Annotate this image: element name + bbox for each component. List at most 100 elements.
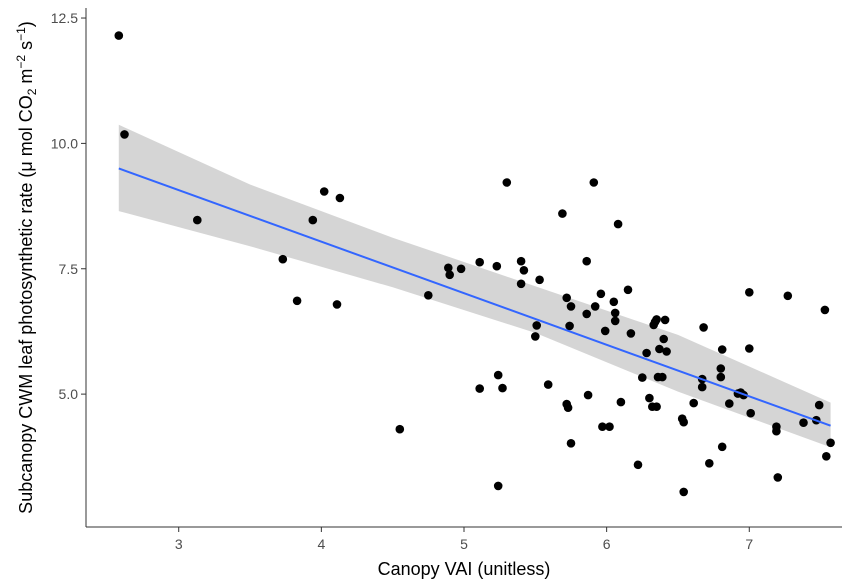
- points-layer: [114, 31, 835, 497]
- data-point: [308, 215, 318, 225]
- x-tick-label: 3: [175, 536, 183, 552]
- data-point: [717, 345, 727, 354]
- data-point: [662, 347, 671, 356]
- data-point: [699, 323, 708, 332]
- y-title-suffix: ): [16, 21, 36, 27]
- data-point: [626, 329, 636, 338]
- data-point: [716, 372, 726, 382]
- data-point: [120, 130, 129, 139]
- data-point: [114, 31, 124, 40]
- data-point: [772, 426, 781, 436]
- data-point: [826, 438, 835, 448]
- data-point: [645, 393, 654, 403]
- data-point: [652, 315, 661, 324]
- data-point: [658, 372, 667, 382]
- data-point: [745, 344, 754, 353]
- data-point: [689, 398, 698, 408]
- x-axis-title: Canopy VAI (unitless): [378, 559, 551, 579]
- data-point: [566, 439, 576, 448]
- data-point: [605, 422, 614, 432]
- data-point: [582, 309, 591, 319]
- data-point: [445, 270, 455, 280]
- data-point: [475, 384, 485, 393]
- y-title-mu: μ: [16, 161, 36, 171]
- y-tick-label: 10.0: [51, 135, 78, 151]
- data-point: [516, 279, 526, 289]
- y-axis-title: Subcanopy CWM leaf photosynthetic rate (…: [14, 21, 39, 514]
- data-point: [623, 285, 633, 295]
- data-point: [516, 256, 526, 266]
- data-point: [596, 289, 606, 299]
- data-point: [697, 382, 707, 392]
- regression-line: [118, 167, 831, 427]
- data-point: [638, 373, 647, 382]
- data-point: [532, 321, 541, 330]
- data-point: [660, 315, 670, 325]
- data-point: [679, 487, 688, 497]
- data-point: [563, 403, 573, 413]
- data-point: [565, 321, 574, 331]
- y-title-prefix: Subcanopy CWM leaf photosynthetic rate (: [16, 172, 36, 514]
- y-title-co2-sub: 2: [25, 88, 39, 95]
- data-point: [543, 380, 553, 389]
- data-point: [558, 209, 567, 218]
- fit-line-layer: [118, 167, 831, 427]
- data-point: [193, 215, 202, 225]
- y-title-s: s: [16, 41, 36, 55]
- data-point: [278, 254, 288, 264]
- ticks-layer: 3 4 5 6 7 5.0 7.5 10.0 12.5: [51, 10, 754, 552]
- data-point: [590, 302, 600, 311]
- data-point: [716, 364, 726, 373]
- y-tick-label: 5.0: [59, 386, 79, 402]
- data-point: [319, 187, 329, 196]
- data-point: [745, 288, 754, 297]
- data-point: [717, 442, 727, 452]
- data-point: [292, 296, 302, 306]
- x-tick-label: 7: [745, 536, 753, 552]
- data-point: [655, 344, 664, 354]
- data-point: [582, 256, 591, 266]
- data-point: [633, 460, 643, 470]
- data-point: [493, 370, 503, 380]
- data-point: [456, 264, 466, 274]
- data-point: [535, 275, 544, 285]
- data-point: [642, 348, 651, 358]
- data-point: [783, 291, 793, 301]
- data-point: [610, 308, 620, 318]
- data-point: [609, 297, 619, 307]
- y-title-s-sup: −1: [14, 27, 28, 41]
- data-point: [502, 178, 512, 187]
- x-tick-label: 6: [603, 536, 611, 552]
- y-tick-label: 12.5: [51, 10, 78, 26]
- x-tick-label: 4: [317, 536, 325, 552]
- data-point: [583, 390, 593, 400]
- y-title-m: m: [16, 69, 36, 89]
- data-point: [475, 257, 485, 267]
- data-point: [424, 291, 433, 300]
- data-point: [519, 266, 529, 275]
- data-point: [562, 293, 571, 303]
- data-point: [498, 383, 507, 393]
- data-point: [822, 452, 831, 461]
- data-point: [589, 178, 599, 187]
- data-point: [773, 473, 783, 482]
- data-point: [531, 332, 540, 341]
- data-point: [820, 305, 830, 315]
- data-point: [395, 424, 405, 434]
- data-point: [652, 402, 661, 412]
- data-point: [799, 418, 808, 428]
- data-point: [814, 400, 824, 410]
- data-point: [616, 397, 626, 407]
- confidence-band-layer: [118, 124, 831, 448]
- x-tick-label: 5: [460, 536, 468, 552]
- data-point: [493, 481, 503, 491]
- data-point: [335, 193, 345, 203]
- data-point: [610, 316, 620, 326]
- data-point: [613, 219, 623, 229]
- y-title-m-sup: −2: [14, 55, 28, 69]
- y-tick-label: 7.5: [59, 261, 79, 277]
- data-point: [566, 302, 576, 311]
- data-point: [725, 399, 734, 408]
- data-point: [705, 459, 714, 468]
